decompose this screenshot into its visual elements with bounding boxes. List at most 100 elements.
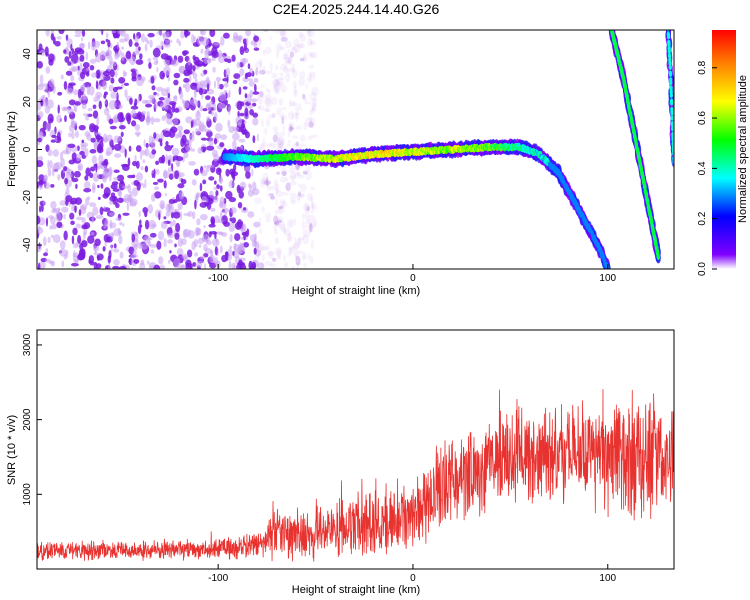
noise-blob <box>222 77 229 82</box>
noise-blob <box>39 74 44 84</box>
noise-blob <box>294 112 299 122</box>
noise-blob <box>310 40 317 45</box>
noise-blob <box>297 196 300 203</box>
noise-blob <box>260 178 266 188</box>
noise-blob <box>73 242 78 249</box>
noise-blob <box>99 206 104 216</box>
noise-blob <box>213 153 220 162</box>
noise-blob <box>50 139 56 143</box>
noise-blob <box>100 183 104 189</box>
noise-blob <box>50 183 55 188</box>
noise-blob <box>167 233 174 239</box>
noise-blob <box>288 246 294 255</box>
noise-blob <box>149 39 153 48</box>
noise-blob <box>214 231 217 239</box>
noise-blob <box>155 160 160 165</box>
noise-blob <box>220 35 225 46</box>
noise-blob <box>177 203 183 210</box>
noise-blob <box>270 195 275 201</box>
noise-blob <box>288 122 295 127</box>
noise-blob <box>112 265 120 269</box>
noise-blob <box>37 243 40 252</box>
noise-blob <box>271 96 278 105</box>
noise-blob <box>272 83 278 94</box>
noise-blob <box>135 59 144 65</box>
noise-blob <box>289 247 292 257</box>
noise-blob <box>193 168 200 176</box>
noise-blob <box>48 53 55 63</box>
noise-blob <box>107 232 115 237</box>
noise-blob <box>251 168 254 177</box>
noise-blob <box>289 192 297 199</box>
noise-blob <box>307 253 311 261</box>
noise-blob <box>113 135 120 143</box>
noise-blob <box>289 126 295 131</box>
noise-blob <box>250 98 258 103</box>
noise-blob <box>98 100 102 110</box>
noise-blob <box>298 183 301 188</box>
noise-blob <box>132 33 136 40</box>
noise-blob <box>185 144 193 152</box>
colorbar-tick-label: 0.2 <box>697 211 708 225</box>
noise-blob <box>289 197 297 203</box>
noise-blob <box>61 260 65 268</box>
noise-blob <box>96 116 100 126</box>
noise-blob <box>69 124 75 133</box>
noise-blob <box>68 82 76 87</box>
noise-blob <box>194 128 201 136</box>
noise-blob <box>280 167 287 177</box>
noise-blob <box>302 53 308 63</box>
noise-blob <box>56 131 61 141</box>
noise-blob <box>60 74 64 80</box>
noise-blob <box>209 254 216 264</box>
noise-blob <box>260 177 268 185</box>
noise-blob <box>225 190 233 200</box>
noise-blob <box>108 200 114 205</box>
noise-blob <box>116 41 120 50</box>
noise-blob <box>174 107 180 113</box>
noise-blob <box>269 35 272 41</box>
spectrogram-y-tick-label: 0 <box>22 146 33 152</box>
noise-blob <box>57 174 61 181</box>
noise-blob <box>210 110 215 116</box>
noise-blob <box>266 177 269 187</box>
noise-blob <box>303 122 308 131</box>
spectrogram-marks <box>37 30 674 269</box>
noise-blob <box>275 77 284 85</box>
noise-blob <box>108 166 113 175</box>
noise-blob <box>211 50 220 59</box>
noise-blob <box>123 193 132 204</box>
noise-blob <box>217 80 220 90</box>
noise-blob <box>136 181 141 191</box>
noise-blob <box>67 61 72 66</box>
noise-blob <box>144 99 153 104</box>
noise-blob <box>145 116 151 126</box>
noise-blob <box>192 64 196 72</box>
noise-blob <box>184 30 191 37</box>
noise-blob <box>208 231 212 238</box>
noise-blob <box>210 216 215 225</box>
snr-x-tick-label: 100 <box>599 573 616 584</box>
noise-blob <box>139 149 147 156</box>
noise-blob <box>42 200 45 206</box>
noise-blob <box>217 102 226 109</box>
noise-blob <box>79 203 88 211</box>
noise-blob <box>79 242 84 251</box>
noise-blob <box>116 30 125 35</box>
noise-blob <box>124 89 128 98</box>
noise-blob <box>243 242 250 248</box>
noise-blob <box>215 76 222 82</box>
noise-blob <box>131 187 139 197</box>
noise-blob <box>234 233 241 242</box>
noise-blob <box>215 167 222 176</box>
noise-blob <box>275 188 279 195</box>
noise-blob <box>149 244 158 248</box>
noise-blob <box>306 30 309 37</box>
noise-blob <box>312 75 316 80</box>
noise-blob <box>170 59 179 67</box>
noise-blob <box>42 236 47 247</box>
noise-blob <box>110 91 118 99</box>
trace-core <box>670 110 674 116</box>
noise-blob <box>82 82 86 93</box>
noise-blob <box>290 200 296 205</box>
